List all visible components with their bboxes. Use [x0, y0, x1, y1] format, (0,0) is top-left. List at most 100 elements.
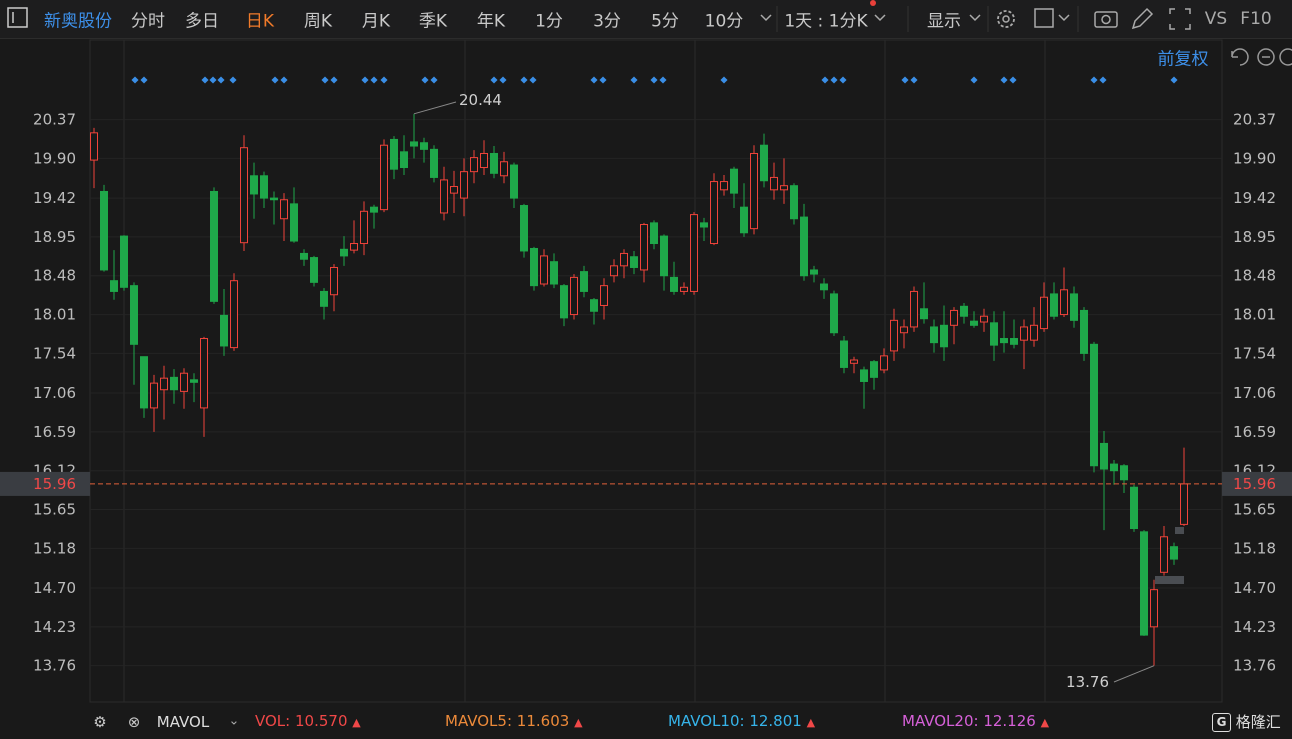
- candle-body: [920, 308, 928, 320]
- event-marker: [650, 76, 658, 84]
- y2-tick-label: 13.76: [1233, 657, 1276, 675]
- y2-tick-label: 20.37: [1233, 111, 1276, 129]
- event-marker: [901, 76, 909, 84]
- event-marker: [140, 76, 148, 84]
- event-marker: [910, 76, 918, 84]
- adjust-mode[interactable]: 前复权: [1157, 49, 1209, 70]
- period-tab[interactable]: 周K: [303, 11, 333, 32]
- candle-body: [1090, 343, 1098, 467]
- candle-body: [1160, 536, 1168, 573]
- y-tick-label: 15.18: [33, 539, 76, 557]
- candle-body: [760, 144, 768, 182]
- candle-body: [990, 322, 998, 346]
- candle-body: [140, 356, 148, 409]
- period-tab[interactable]: 1分: [535, 11, 563, 32]
- close-icon[interactable]: ⊗: [127, 713, 141, 731]
- event-marker: [330, 76, 338, 84]
- candle-body: [1020, 326, 1028, 341]
- event-marker: [131, 76, 139, 84]
- candle-body: [1100, 442, 1108, 470]
- period-tab[interactable]: 分时: [131, 11, 165, 32]
- candle-body: [470, 157, 478, 173]
- period-tab[interactable]: 10分: [704, 11, 744, 32]
- event-marker: [490, 76, 498, 84]
- candle-body: [890, 319, 898, 352]
- candle-body: [270, 197, 278, 201]
- stock-name[interactable]: 新奥股份: [44, 11, 112, 32]
- candle-body: [420, 142, 428, 150]
- toolbar: 新奥股份 分时 多日 日K 周K 月K 季K 年K 1分 3分 5分 10分 1…: [0, 0, 1292, 39]
- candle-body: [780, 185, 788, 191]
- candle-body: [1000, 338, 1008, 344]
- candle-body: [1070, 293, 1078, 321]
- y-tick-label: 19.90: [33, 149, 76, 167]
- candle-body: [710, 181, 718, 245]
- candle-body: [130, 285, 138, 345]
- y-tick-label: 18.48: [33, 267, 76, 285]
- period-tab[interactable]: 日K: [245, 11, 275, 32]
- indicator-chevron[interactable]: ⌄: [228, 713, 240, 729]
- event-marker: [1009, 76, 1017, 84]
- candle-body: [620, 252, 628, 267]
- indicator-name[interactable]: MAVOL: [156, 713, 210, 731]
- period-tab[interactable]: 5分: [651, 11, 679, 32]
- candle-body: [880, 355, 888, 371]
- period-tab[interactable]: 年K: [476, 11, 506, 32]
- max-leader: [413, 101, 457, 115]
- menu-icon[interactable]: [7, 7, 29, 29]
- period-tab[interactable]: 多日: [185, 11, 219, 32]
- candle-body: [500, 161, 508, 177]
- candle-body: [1050, 293, 1058, 317]
- candle-body: [460, 171, 468, 199]
- display-menu[interactable]: 显示: [927, 11, 961, 32]
- y2-tick-label: 16.59: [1233, 423, 1276, 441]
- candle-body: [90, 132, 98, 161]
- candle-body: [260, 175, 268, 199]
- y2-tick-label: 19.90: [1233, 149, 1276, 167]
- candle-body: [910, 290, 918, 328]
- zoom-in-icon: [1279, 48, 1292, 66]
- candle-body: [1140, 531, 1148, 636]
- y-tick-label: 18.95: [33, 228, 76, 246]
- event-marker: [821, 76, 829, 84]
- candle-body: [560, 285, 568, 319]
- event-marker: [201, 76, 209, 84]
- overlay-bar: [1175, 527, 1184, 534]
- candle-body: [360, 210, 368, 245]
- y2-tick-label: 17.06: [1233, 384, 1276, 402]
- candle-body: [790, 185, 798, 220]
- period-tab[interactable]: 3分: [593, 11, 621, 32]
- candle-body: [950, 309, 958, 326]
- candle-body: [860, 369, 868, 382]
- event-marker: [271, 76, 279, 84]
- period-tab[interactable]: 月K: [361, 11, 391, 32]
- settings-icon[interactable]: ⚙: [93, 713, 107, 731]
- period-tab[interactable]: 季K: [418, 11, 448, 32]
- plot-area: [89, 39, 1223, 703]
- candle-body: [540, 255, 548, 285]
- candle-body: [200, 338, 208, 409]
- candle-body: [800, 216, 808, 277]
- multi-period[interactable]: 1天 : 1分K: [784, 11, 868, 32]
- candle-body: [450, 186, 458, 194]
- f10-button[interactable]: F10: [1240, 9, 1272, 29]
- vs-button[interactable]: VS: [1204, 9, 1228, 29]
- candle-body: [110, 280, 118, 292]
- vol-readout: VOL: 10.570 ▲: [255, 712, 361, 730]
- candle-body: [650, 222, 658, 245]
- price-box: [1222, 471, 1292, 496]
- y-tick-label: 20.37: [33, 111, 76, 129]
- y2-tick-label: 17.54: [1233, 344, 1276, 362]
- candle-body: [570, 276, 578, 316]
- candle-body: [900, 326, 908, 334]
- candle-body: [720, 181, 728, 191]
- candle-body: [870, 361, 878, 378]
- current-price-label: 15.96: [33, 475, 76, 493]
- candle-body: [660, 235, 668, 277]
- y-tick-label: 15.65: [33, 501, 76, 519]
- candle-body: [840, 340, 848, 368]
- candle-body: [1010, 338, 1018, 345]
- candle-body: [380, 144, 388, 211]
- y-tick-label: 17.54: [33, 344, 76, 362]
